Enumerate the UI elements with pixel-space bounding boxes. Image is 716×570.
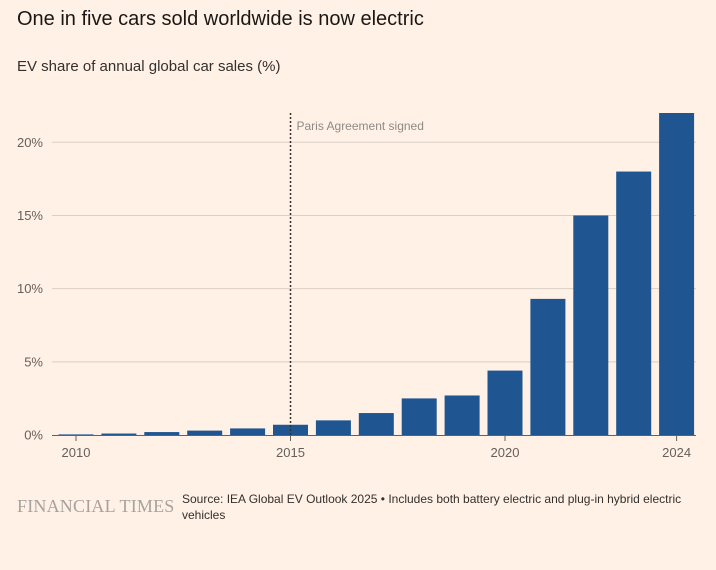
bar-2024 bbox=[659, 113, 695, 435]
y-tick-label: 20% bbox=[17, 135, 43, 150]
chart-title: One in five cars sold worldwide is now e… bbox=[17, 8, 424, 30]
bar-chart: 0% 5% 10% 15% 20% 2010 2015 2020 2024 Paris Agree… bbox=[17, 113, 696, 460]
x-tick-label: 2020 bbox=[491, 445, 520, 460]
bar-2014 bbox=[230, 428, 266, 435]
annotation-label: Paris Agreement signed bbox=[297, 119, 424, 133]
bar-2022 bbox=[573, 215, 609, 435]
y-tick-label: 15% bbox=[17, 208, 43, 223]
x-tick-label: 2015 bbox=[276, 445, 305, 460]
bar-2011 bbox=[101, 433, 137, 435]
bar-2013 bbox=[187, 430, 223, 435]
bar-2016 bbox=[315, 420, 351, 435]
x-tick-label: 2010 bbox=[62, 445, 91, 460]
brand-logo: FINANCIAL TIMES bbox=[17, 496, 175, 516]
y-tick-label: 10% bbox=[17, 281, 43, 296]
bar-2023 bbox=[616, 171, 652, 435]
bar-2020 bbox=[487, 370, 523, 435]
chart-subtitle: EV share of annual global car sales (%) bbox=[17, 58, 281, 75]
bar-2019 bbox=[444, 395, 480, 435]
source-note: Source: IEA Global EV Outlook 2025 • Inc… bbox=[182, 492, 682, 522]
bar-2010 bbox=[58, 434, 94, 435]
bar-2021 bbox=[530, 298, 566, 435]
x-tick-label: 2024 bbox=[662, 445, 691, 460]
y-tick-label: 5% bbox=[24, 354, 43, 369]
y-tick-label: 0% bbox=[24, 428, 43, 443]
bar-2017 bbox=[358, 413, 394, 435]
bar-2012 bbox=[144, 432, 180, 435]
bar-2018 bbox=[401, 398, 437, 435]
